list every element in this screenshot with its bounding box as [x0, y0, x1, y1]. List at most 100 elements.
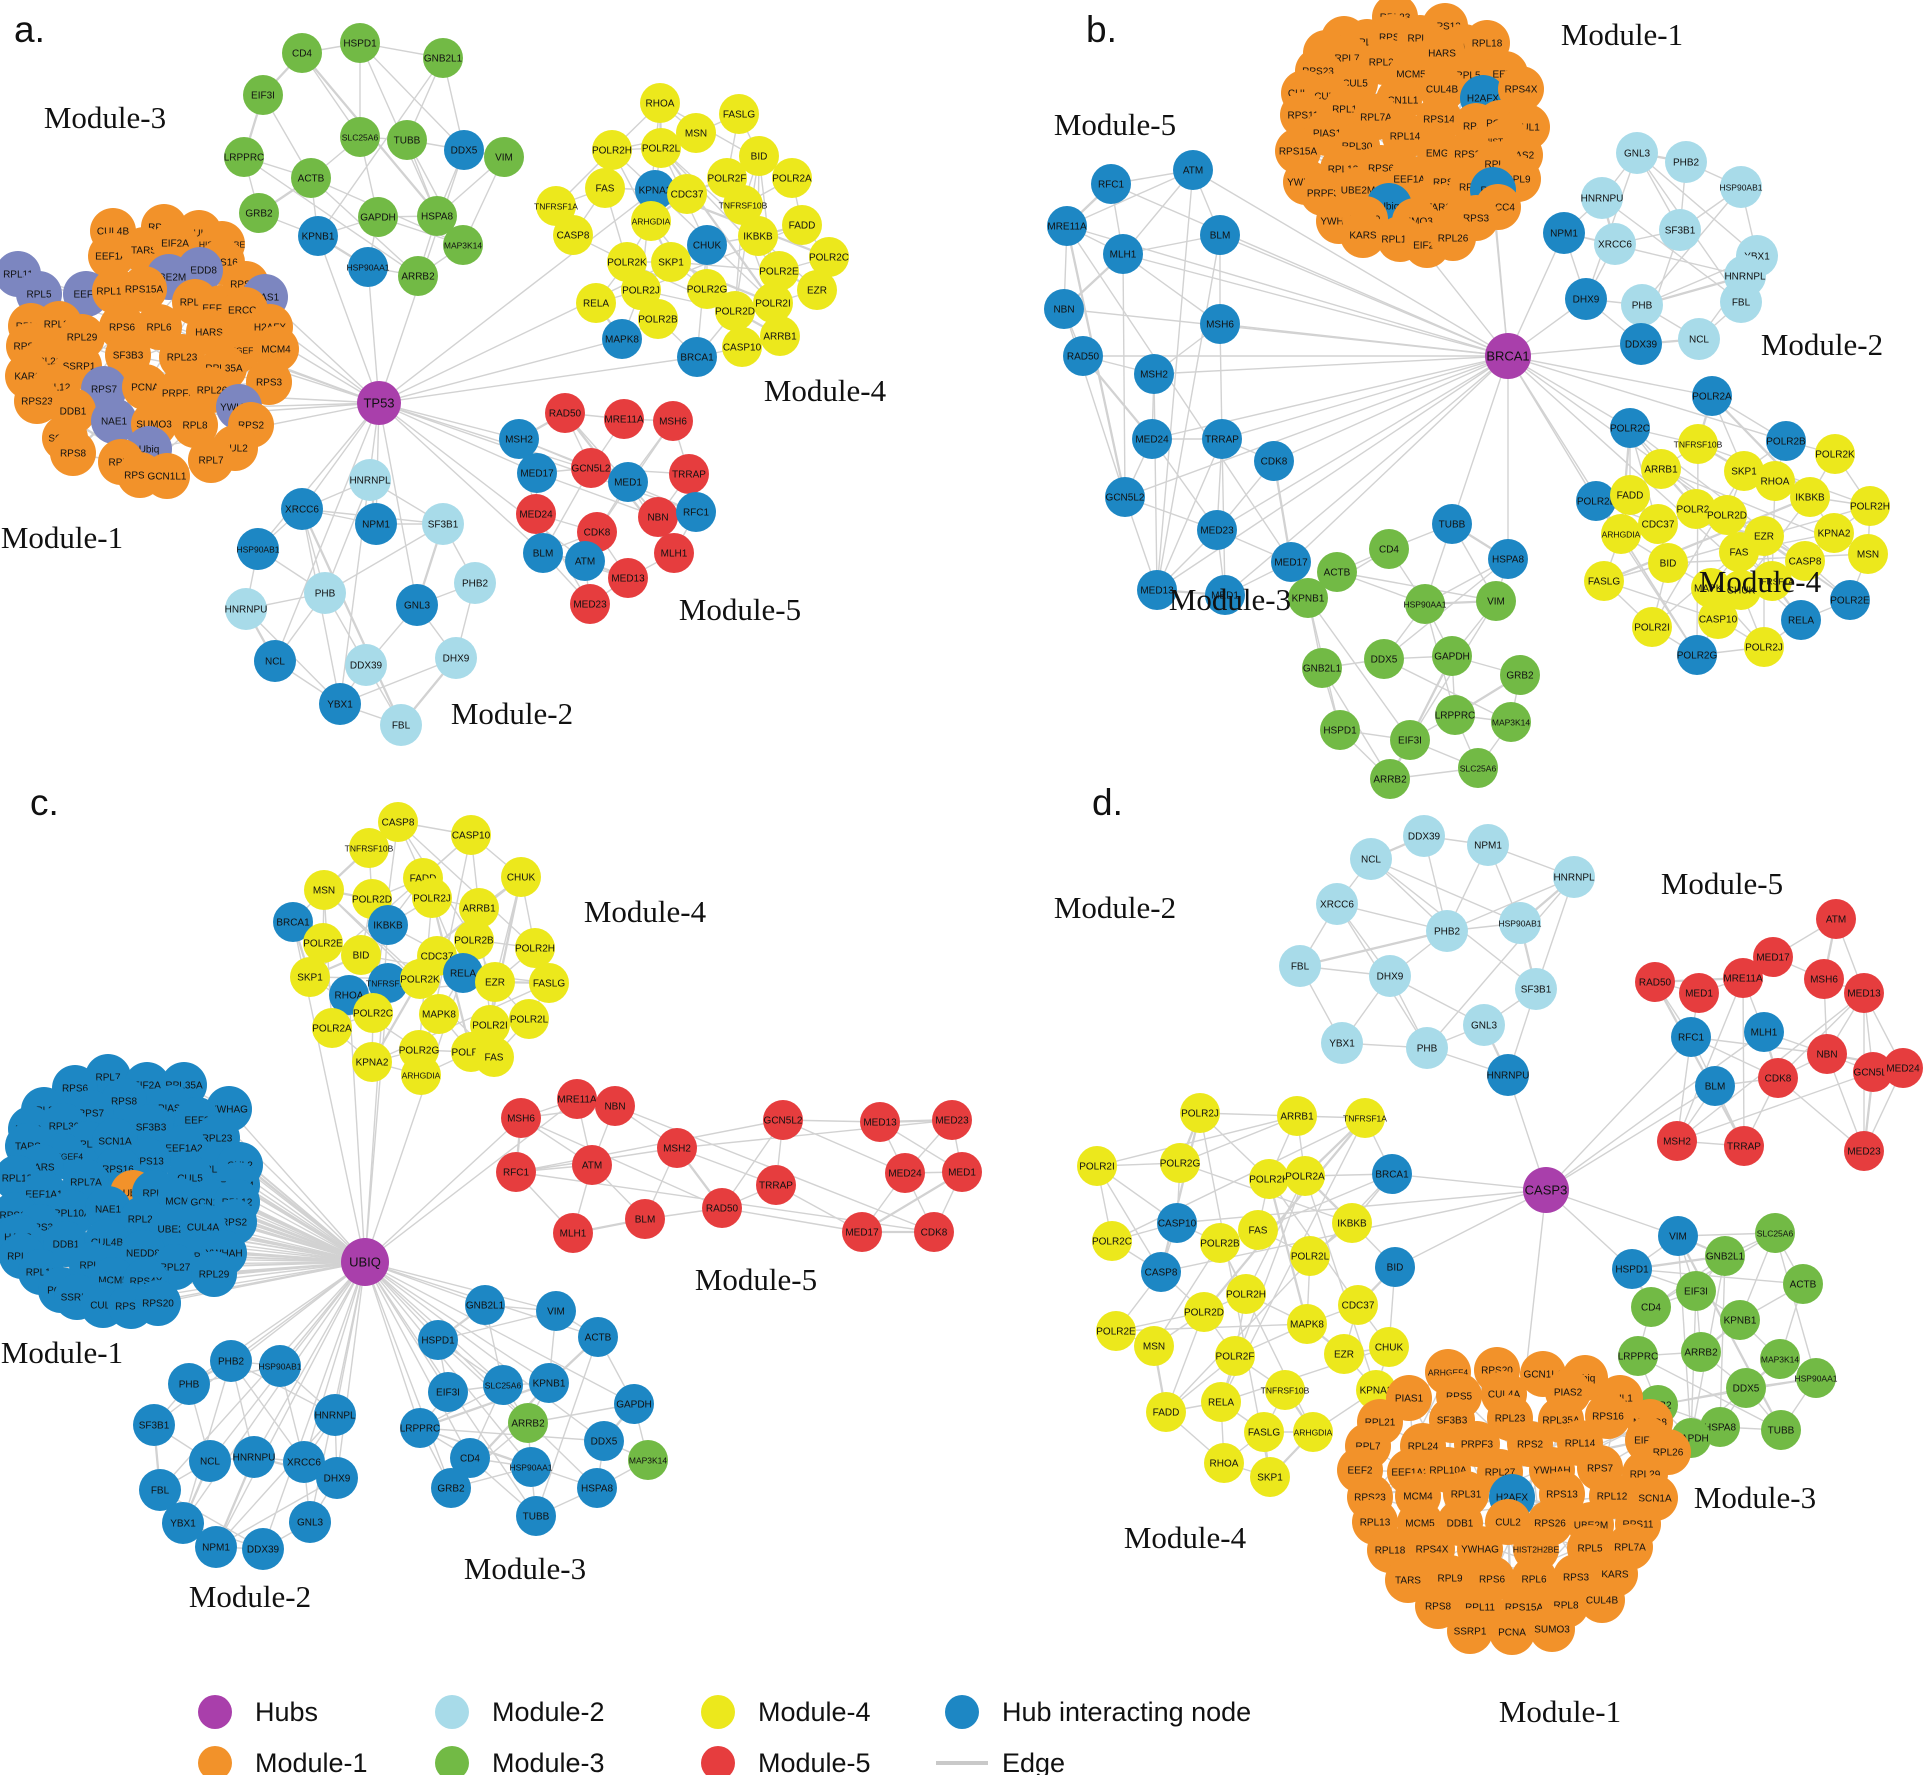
node-label: RPL24 [1408, 1442, 1439, 1453]
node-TRRAP: TRRAP [1724, 1126, 1764, 1166]
node-label: POLR2D [715, 307, 755, 318]
node-label: CUL2 [222, 444, 248, 455]
hub-edge [1545, 1085, 1716, 1191]
node-label: NAE1 [101, 417, 128, 428]
node-CUL4B: CUL4B [1579, 1577, 1625, 1623]
node-POLR2J: POLR2J [1744, 627, 1784, 667]
node-circle [702, 1188, 742, 1228]
node-TRRAP: TRRAP [1202, 419, 1242, 459]
hub-label: CASP3 [1525, 1183, 1568, 1198]
node-circle [638, 497, 678, 537]
node-label: KARS [1349, 231, 1377, 242]
node-circle [312, 1008, 352, 1048]
node-label: CASP8 [382, 818, 415, 829]
hub-edge [1122, 253, 1509, 357]
node-circle [121, 266, 167, 312]
node-TUBB: TUBB [387, 120, 427, 160]
node-MED17: MED17 [842, 1212, 882, 1252]
legend-label: Module-2 [492, 1697, 605, 1727]
node-label: POLR2D [352, 895, 392, 906]
node-circle [358, 197, 398, 237]
node-MAPK8: MAPK8 [1287, 1304, 1327, 1344]
node-NBN: NBN [1044, 289, 1084, 329]
node-circle [932, 1100, 972, 1140]
node-label: ARHGDIA [1602, 530, 1641, 540]
node-PHB2: PHB2 [210, 1340, 252, 1382]
node-circle [621, 270, 661, 310]
node-circle [631, 201, 671, 241]
edge [1063, 308, 1126, 498]
panel-b: RPL23RPS13RPL35ARPL12RPS5RPL6CUL2RPL18HA… [1044, 0, 1890, 799]
node-label: POLR2A [312, 1024, 352, 1035]
node-label: RPL18 [1375, 1546, 1406, 1557]
hub-edge [378, 402, 418, 606]
node-label: MAPK8 [1290, 1320, 1324, 1331]
node-label: SLC25A6 [342, 133, 379, 143]
node-label: RPS7 [1587, 1464, 1614, 1475]
node-label: FASLG [723, 110, 755, 121]
node-label: HIST2H2BE [1513, 1545, 1560, 1555]
node-label: MCM4 [165, 1197, 195, 1208]
node-circle [1430, 215, 1476, 261]
node-circle [303, 923, 343, 963]
node-circle [669, 454, 709, 494]
node-circle [1091, 164, 1131, 204]
node-label: MLH1 [560, 1229, 587, 1240]
node-PHB: PHB [1621, 284, 1663, 326]
node-label: RPS6 [109, 323, 136, 334]
edge [1267, 1178, 1309, 1325]
node-label: RPS26 [115, 1302, 147, 1313]
node-label: YBX1 [1329, 1039, 1355, 1050]
node-label: MLH1 [1110, 250, 1137, 261]
node-label: RPS23 [21, 397, 53, 408]
node-circle [653, 401, 693, 441]
node-POLR2K: POLR2K [400, 959, 440, 999]
node-label: MED23 [1200, 526, 1234, 537]
node-HSPD1: HSPD1 [340, 23, 380, 63]
node-circle [1620, 323, 1662, 365]
node-DDX5: DDX5 [444, 130, 484, 170]
node-label: CASP8 [1145, 1268, 1178, 1279]
hub-edge [364, 1261, 471, 1459]
node-circle [289, 1501, 331, 1543]
node-label: POLR2K [1249, 1175, 1289, 1186]
node-circle [435, 637, 477, 679]
node-EIF3I: EIF3I [243, 75, 283, 115]
node-label: POLR2H [515, 944, 555, 955]
node-label: RPL30 [49, 1122, 80, 1133]
legend-swatch-module-2 [435, 1695, 469, 1729]
hub-edge [378, 356, 698, 404]
node-label: HNRNPL [1553, 873, 1595, 884]
node-circle [1692, 376, 1732, 416]
node-circle [1698, 599, 1738, 639]
edge [215, 1414, 336, 1548]
hub-edge [378, 338, 623, 404]
node-circle [1720, 281, 1762, 323]
node-GCN5L2: GCN5L2 [1853, 1052, 1893, 1092]
edge [782, 1119, 906, 1174]
node-circle [191, 1251, 237, 1297]
node-LRPPRC: LRPPRC [1618, 1336, 1658, 1376]
node-label: NCL [265, 657, 285, 668]
node-label: RPS4X [130, 1277, 163, 1288]
node-label: DDX5 [1371, 655, 1398, 666]
node-label: VIM [495, 153, 513, 164]
node-circle [1463, 1004, 1505, 1046]
node-label: RPL27 [160, 1263, 191, 1274]
node-label: MCM5 [98, 1276, 128, 1287]
node-label: EEF1A1 [25, 1190, 63, 1201]
node-label: RELA [1788, 616, 1814, 627]
node-label: POLR2C [353, 1009, 393, 1020]
node-label: CUL4B [1586, 1596, 1619, 1607]
node-label: NCL [200, 1457, 220, 1468]
node-MED13: MED13 [608, 558, 648, 598]
node-label: CUL4B [97, 227, 130, 238]
node-circle [1807, 1034, 1847, 1074]
node-circle [1160, 1143, 1200, 1183]
node-MAP3K14: MAP3K14 [628, 1440, 668, 1480]
hub-label: UBIQ [349, 1255, 381, 1270]
node-circle [529, 963, 569, 1003]
node-TARS: TARS [1385, 1557, 1431, 1603]
hub-edge [1290, 355, 1509, 563]
node-label: RFC1 [503, 1168, 530, 1179]
